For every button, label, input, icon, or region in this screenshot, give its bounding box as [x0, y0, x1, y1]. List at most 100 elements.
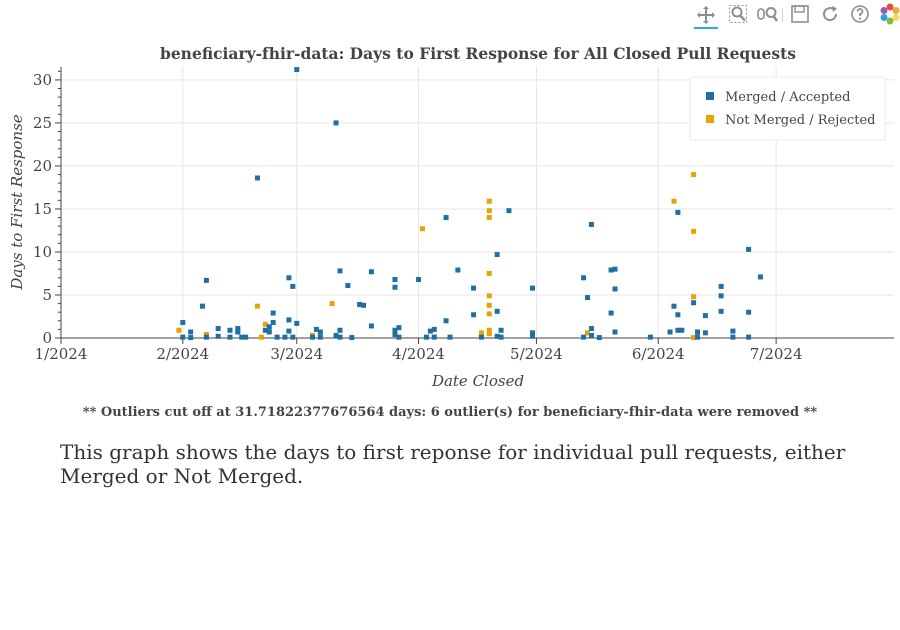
data-point — [585, 330, 591, 336]
x-tick-label: 1/2024 — [35, 345, 88, 363]
data-point — [746, 309, 752, 315]
data-point — [361, 302, 367, 308]
data-point — [243, 334, 249, 340]
data-point — [718, 308, 724, 314]
data-point — [691, 172, 697, 178]
data-point — [317, 329, 323, 335]
chart-axes: 0 5 10 15 20 25 30 1/2024 2/2024 3/2024 4/2024 5/20… — [33, 67, 894, 363]
data-point — [494, 308, 500, 314]
data-point — [349, 335, 355, 341]
data-point — [486, 198, 492, 204]
y-tick-label: 25 — [33, 114, 52, 132]
data-point — [254, 175, 260, 181]
data-point — [486, 208, 492, 214]
data-point — [486, 293, 492, 299]
data-point — [585, 295, 591, 301]
data-point — [498, 327, 504, 333]
wheel-zoom-icon — [757, 7, 779, 22]
data-point — [471, 285, 477, 291]
legend-label: Merged / Accepted — [725, 90, 850, 105]
x-axis-label: Date Closed — [431, 372, 524, 390]
data-point — [274, 334, 280, 340]
data-point — [227, 334, 233, 340]
data-point — [258, 334, 264, 340]
bokeh-logo[interactable] — [878, 3, 900, 25]
data-point — [396, 325, 402, 331]
data-point — [368, 323, 374, 329]
chart-title: beneficiary-fhir-data: Days to First Res… — [160, 44, 796, 63]
data-point — [309, 334, 315, 340]
data-point — [596, 335, 602, 341]
reset-tool[interactable] — [818, 3, 842, 25]
data-point — [215, 326, 221, 332]
data-point — [235, 329, 241, 335]
data-point — [345, 283, 351, 289]
box-zoom-icon — [729, 5, 747, 23]
data-point — [262, 321, 268, 327]
scatter-chart: beneficiary-fhir-data: Days to First Res… — [8, 44, 894, 390]
save-tool[interactable] — [788, 3, 812, 25]
data-point — [443, 215, 449, 221]
data-point — [180, 334, 186, 340]
data-point — [486, 327, 492, 333]
data-point — [730, 334, 736, 340]
chart-legend: Merged / Accepted Not Merged / Rejected — [689, 76, 886, 141]
y-tick-label: 10 — [33, 243, 52, 261]
data-point — [227, 327, 233, 333]
data-point — [447, 334, 453, 340]
data-point — [675, 327, 681, 333]
data-point — [581, 275, 587, 281]
data-point — [317, 334, 323, 340]
data-point — [337, 268, 343, 274]
data-point — [443, 318, 449, 324]
x-tick-label: 3/2024 — [270, 345, 323, 363]
chart-points — [176, 67, 763, 341]
data-point — [215, 333, 221, 339]
data-point — [290, 283, 296, 289]
box-zoom-tool[interactable] — [726, 3, 750, 25]
data-point — [675, 312, 681, 318]
data-point — [608, 310, 614, 316]
chart-description: This graph shows the days to first repon… — [60, 440, 846, 488]
data-point — [478, 330, 484, 336]
help-tool[interactable] — [848, 3, 872, 25]
legend-box — [689, 76, 886, 141]
data-point — [691, 335, 697, 341]
data-point — [612, 266, 618, 272]
data-point — [702, 330, 708, 336]
pan-tool[interactable] — [694, 3, 718, 29]
data-point — [702, 313, 708, 319]
data-point — [494, 333, 500, 339]
data-point — [337, 327, 343, 333]
data-point — [337, 334, 343, 340]
data-point — [691, 300, 697, 306]
data-point — [180, 320, 186, 326]
data-point — [423, 334, 429, 340]
data-point — [431, 326, 437, 332]
data-point — [695, 334, 701, 340]
data-point — [368, 269, 374, 275]
data-point — [757, 274, 763, 280]
pan-icon — [697, 6, 715, 24]
y-tick-label: 20 — [33, 157, 52, 175]
data-point — [612, 329, 618, 335]
data-point — [290, 334, 296, 340]
data-point — [486, 270, 492, 276]
data-point — [286, 317, 292, 323]
data-point — [608, 267, 614, 273]
data-point — [494, 252, 500, 258]
wheel-zoom-tool[interactable] — [756, 3, 780, 25]
data-point — [530, 285, 536, 291]
data-point — [588, 326, 594, 332]
data-point — [718, 293, 724, 299]
data-point — [286, 275, 292, 281]
data-point — [396, 334, 402, 340]
data-point — [679, 327, 685, 333]
data-point — [471, 312, 477, 318]
data-point — [675, 209, 681, 215]
data-point — [333, 332, 339, 338]
data-point — [282, 334, 288, 340]
data-point — [431, 334, 437, 340]
data-point — [203, 332, 209, 338]
outlier-note: ** Outliers cut off at 31.71822377676564… — [82, 405, 818, 420]
